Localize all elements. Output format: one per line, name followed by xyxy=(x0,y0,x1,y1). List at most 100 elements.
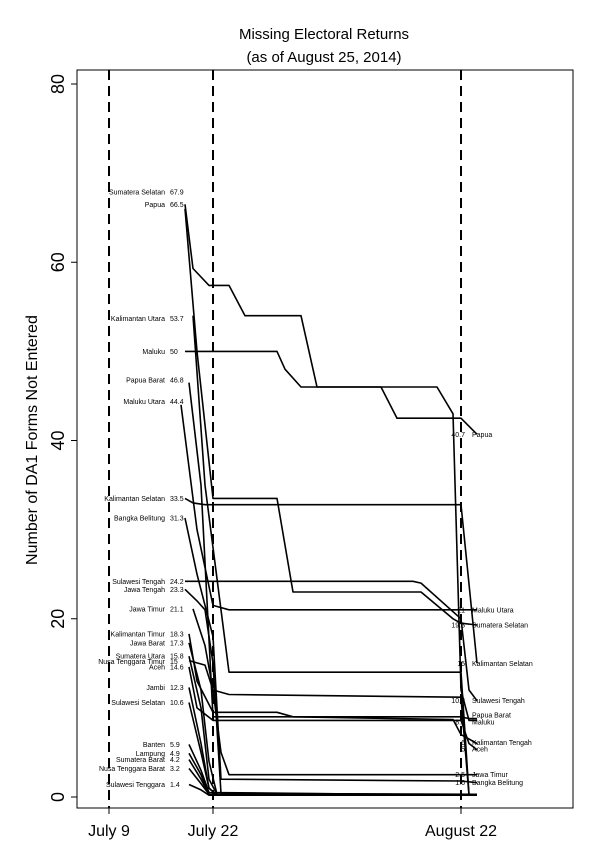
start-label-name: Maluku Utara xyxy=(123,399,165,406)
end-label-value: 10.8 xyxy=(451,698,465,705)
start-label-name: Papua Barat xyxy=(126,377,165,384)
end-label-value: 40.7 xyxy=(451,432,465,439)
series-line xyxy=(188,744,478,796)
start-label-name: Sulawesi Selatan xyxy=(111,700,165,707)
start-label-name: Sumatera Selatan xyxy=(109,189,165,196)
end-label-value: 2.5 xyxy=(455,772,465,779)
start-label-name: Jawa Timur xyxy=(129,606,165,613)
start-label-value: 15 xyxy=(170,659,178,666)
series-line xyxy=(184,204,478,435)
start-label-value: 21.1 xyxy=(170,606,184,613)
end-label-value: 5 xyxy=(461,746,465,753)
start-label-name: Aceh xyxy=(149,664,165,671)
end-label-value: 15 xyxy=(457,661,465,668)
y-tick-label: 80 xyxy=(48,74,68,94)
end-label-name: Jawa Timur xyxy=(472,772,508,779)
start-label-value: 17.3 xyxy=(170,640,184,647)
end-label-name: Maluku xyxy=(472,720,495,727)
end-label-name: Kalimantan Selatan xyxy=(472,661,533,668)
end-label-name: Kalimantan Tengah xyxy=(472,740,532,747)
start-label-value: 12.3 xyxy=(170,685,184,692)
start-label-name: Bangka Belitung xyxy=(114,516,165,523)
start-label-name: Jawa Barat xyxy=(130,640,165,647)
series-line xyxy=(188,656,477,796)
start-label-value: 4.2 xyxy=(170,757,180,764)
x-tick-label: August 22 xyxy=(425,823,497,840)
y-tick-label: 40 xyxy=(48,430,68,450)
start-label-name: Sulawesi Tenggara xyxy=(106,782,165,789)
start-label-value: 46.8 xyxy=(170,377,184,384)
start-label-value: 14.6 xyxy=(170,664,184,671)
start-label-value: 24.2 xyxy=(170,579,184,586)
end-label-name: Sumatera Selatan xyxy=(472,622,528,629)
start-labels: Sumatera Selatan 67.9 Papua 66.5 Kalimantan … xyxy=(98,189,184,789)
start-label-name: Sulawesi Tengah xyxy=(112,579,165,586)
series-line xyxy=(188,382,477,720)
series-line xyxy=(184,208,478,626)
start-label-name: Kalimantan Utara xyxy=(111,316,165,323)
end-label-value: 8.6 xyxy=(455,720,465,727)
start-label-name: Maluku xyxy=(142,349,165,356)
end-label-name: Bangka Belitung xyxy=(472,780,523,787)
start-label-value: 67.9 xyxy=(170,189,184,196)
x-tick-label: July 9 xyxy=(88,823,130,840)
y-tick-label: 20 xyxy=(48,609,68,629)
start-label-value: 31.3 xyxy=(170,516,184,523)
end-label-value: 21 xyxy=(457,607,465,614)
start-label-name: Papua xyxy=(145,202,165,209)
chart-title: Missing Electoral Returns xyxy=(239,26,409,43)
series-line xyxy=(184,517,478,784)
start-label-value: 18.3 xyxy=(170,631,184,638)
start-label-value: 10.6 xyxy=(170,700,184,707)
series-line xyxy=(188,633,478,745)
start-label-name: Sumatera Barat xyxy=(116,757,165,764)
end-label-name: Papua xyxy=(472,432,492,439)
start-label-name: Nusa Tenggara Timur xyxy=(98,659,165,666)
end-label-name: Papua Barat xyxy=(472,713,511,720)
y-tick-label: 0 xyxy=(48,792,68,802)
start-label-name: Jawa Tengah xyxy=(124,587,165,594)
start-label-name: Kalimantan Timur xyxy=(111,631,166,638)
start-label-value: 5.9 xyxy=(170,742,180,749)
y-axis-label: Number of DA1 Forms Not Entered xyxy=(24,315,41,565)
series-line xyxy=(188,759,478,797)
end-label-value: 6 xyxy=(461,740,465,747)
end-label-value: 19.3 xyxy=(451,622,465,629)
series-lines xyxy=(180,204,478,797)
start-label-value: 3.2 xyxy=(170,766,180,773)
chart-subtitle: (as of August 25, 2014) xyxy=(246,49,401,66)
start-label-name: Kalimantan Selatan xyxy=(104,496,165,503)
start-label-value: 15.8 xyxy=(170,654,184,661)
end-label-name: Aceh xyxy=(472,746,488,753)
start-label-name: Lampung xyxy=(136,751,165,758)
series-line xyxy=(184,588,478,796)
series-line xyxy=(184,497,478,664)
series-line xyxy=(180,404,477,611)
y-tick-label: 60 xyxy=(48,252,68,272)
series-line xyxy=(188,783,477,797)
plot-frame xyxy=(76,69,574,809)
series-line xyxy=(185,580,478,702)
x-tick-label: July 22 xyxy=(188,823,239,840)
end-labels: 40.7 Papua 21 Maluku Utara 19.3 Sumatera Sela… xyxy=(451,432,532,787)
start-label-value: 1.4 xyxy=(170,782,180,789)
end-label-name: Sulawesi Tengah xyxy=(472,698,525,705)
start-label-value: 44.4 xyxy=(170,399,184,406)
start-label-name: Sumatera Utara xyxy=(116,654,166,661)
series-line xyxy=(185,350,477,722)
start-label-value: 33.5 xyxy=(170,496,184,503)
start-label-value: 4.9 xyxy=(170,751,180,758)
start-label-value: 50 xyxy=(170,349,178,356)
series-line xyxy=(188,768,478,797)
start-label-value: 23.3 xyxy=(170,587,184,594)
start-label-name: Jambi xyxy=(146,685,165,692)
y-axis: 0 20 40 60 80 xyxy=(48,74,77,802)
end-label-value: 1.6 xyxy=(455,780,465,787)
end-label-name: Maluku Utara xyxy=(472,607,514,614)
start-label-name: Banten xyxy=(143,742,165,749)
start-label-name: Nusa Tenggara Barat xyxy=(99,766,165,773)
series-line xyxy=(192,608,477,776)
series-line xyxy=(188,666,478,751)
start-label-value: 53.7 xyxy=(170,316,184,323)
